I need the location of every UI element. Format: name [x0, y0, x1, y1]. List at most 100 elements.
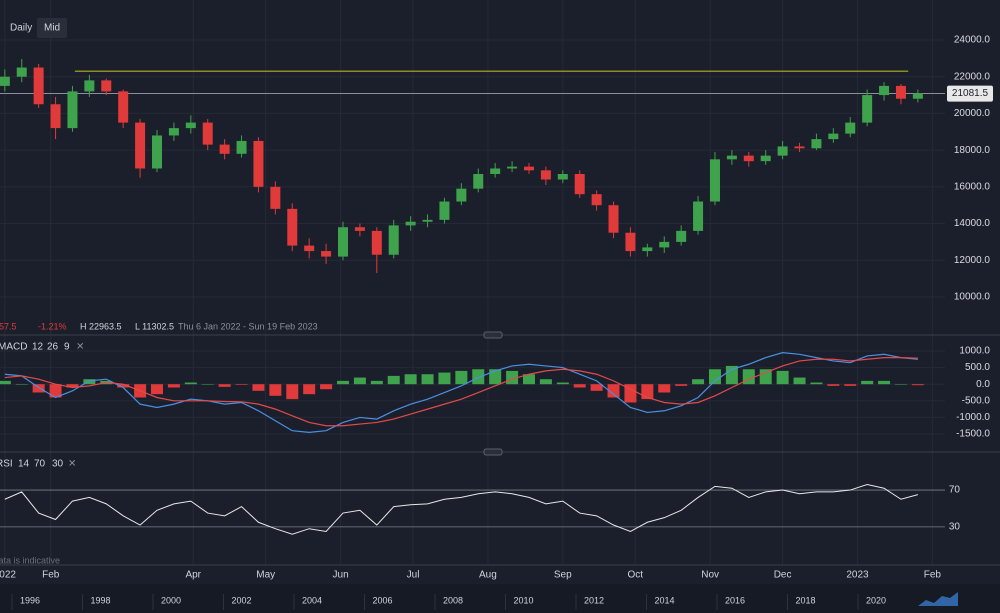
candle-body	[321, 251, 332, 257]
candle-body	[912, 93, 923, 99]
interval-button[interactable]: Daily	[10, 23, 32, 34]
candle-body	[473, 173, 484, 189]
price-type-bg[interactable]	[37, 18, 67, 38]
candle-body	[709, 159, 720, 202]
macd-histogram-bar	[590, 384, 603, 391]
close-icon[interactable]: ✕	[76, 342, 84, 353]
candle-body	[304, 245, 315, 252]
navigator-year: 2008	[443, 595, 463, 605]
macd-histogram-bar	[32, 384, 45, 393]
y-tick-label: 10000.0	[954, 292, 991, 303]
macd-histogram-bar	[252, 384, 265, 391]
candle-body	[118, 91, 129, 123]
candle-body	[591, 194, 602, 206]
resize-handle[interactable]	[483, 331, 503, 339]
candle-body	[557, 173, 568, 180]
candle-body	[135, 122, 146, 169]
candle-body	[287, 208, 298, 246]
resize-handle[interactable]	[483, 448, 503, 456]
macd-histogram-bar	[658, 384, 671, 393]
y-tick-label: -1000.0	[956, 412, 990, 423]
plot: 21081.5	[0, 59, 993, 535]
macd-histogram-bar	[556, 382, 569, 385]
candle-body	[879, 85, 890, 96]
candle-body	[185, 122, 196, 129]
macd-histogram-bar	[286, 384, 299, 400]
candle-body	[507, 166, 518, 169]
candle-body	[50, 104, 61, 129]
candle-body	[862, 95, 873, 123]
rsi-label: RSI	[0, 459, 13, 470]
navigator-year: 1996	[20, 595, 40, 605]
macd-histogram-bar	[522, 374, 535, 385]
signal-line	[4, 357, 918, 427]
macd-histogram-bar	[303, 384, 316, 395]
candle-body	[659, 241, 670, 248]
macd-param: 9	[64, 342, 70, 353]
x-tick-label: Feb	[924, 570, 942, 581]
navigator-year: 2014	[654, 595, 674, 605]
navigator-year: 1998	[90, 595, 110, 605]
y-tick-label: 22000.0	[954, 71, 991, 82]
macd-histogram-bar	[742, 369, 755, 385]
candle-body	[845, 122, 856, 134]
candle-body	[760, 155, 771, 162]
x-tick-label: Oct	[627, 570, 643, 581]
candle-body	[84, 80, 95, 92]
x-tick-label: May	[256, 570, 275, 581]
candle-body	[337, 227, 348, 257]
x-tick-label: Feb	[42, 570, 60, 581]
candle-body	[540, 170, 551, 180]
macd-histogram-bar	[776, 370, 789, 385]
close-icon[interactable]: ✕	[68, 459, 76, 470]
price-type-button[interactable]: Mid	[44, 23, 60, 34]
candle-body	[16, 67, 27, 77]
macd-histogram-bar	[421, 374, 434, 385]
candle-body	[625, 232, 636, 252]
macd-histogram-bar	[218, 384, 231, 387]
candle-body	[270, 186, 281, 209]
candle-body	[743, 155, 754, 162]
y-tick-label: 12000.0	[954, 255, 991, 266]
candle-body	[439, 201, 450, 220]
candle-body	[388, 225, 399, 255]
macd-histogram-bar	[353, 377, 366, 385]
candle-body	[405, 221, 416, 226]
navigator-window[interactable]	[918, 592, 958, 606]
macd-histogram-bar	[708, 369, 721, 385]
macd-histogram-bar	[83, 379, 96, 385]
macd-param: 12	[32, 342, 44, 353]
candle-body	[202, 122, 213, 145]
navigator-year: 2018	[795, 595, 815, 605]
candle-body	[33, 67, 44, 105]
y-tick-label: 0.0	[976, 379, 990, 390]
macd-histogram-bar	[438, 372, 451, 385]
y-tick-label: -500.0	[962, 395, 991, 406]
y-tick-label: 14000.0	[954, 218, 991, 229]
candle-body	[811, 139, 822, 149]
candle-body	[354, 227, 365, 231]
y-tick-label: 20000.0	[954, 108, 991, 119]
candle-body	[794, 146, 805, 149]
macd-histogram-bar	[506, 370, 519, 385]
macd-histogram-bar	[539, 379, 552, 385]
candle-body	[67, 91, 78, 129]
macd-histogram-bar	[827, 384, 840, 386]
date-range: Thu 6 Jan 2022 - Sun 19 Feb 2023	[178, 321, 318, 331]
candle-body	[490, 168, 501, 174]
rsi-param: 70	[34, 459, 46, 470]
x-tick-label: Jun	[333, 570, 349, 581]
navigator-year: 2004	[302, 595, 322, 605]
macd-histogram-bar	[49, 384, 62, 398]
candle-body	[152, 135, 163, 169]
candle-body	[726, 155, 737, 160]
x-tick-label: Dec	[774, 570, 792, 581]
navigator[interactable]	[0, 584, 1000, 613]
macd-histogram-bar	[404, 374, 417, 385]
macd-histogram-bar	[370, 380, 383, 385]
candle-body	[219, 144, 230, 154]
navigator-year: 2016	[725, 595, 745, 605]
disclaimer: Data is indicative	[0, 555, 60, 565]
y-tick-label: 24000.0	[954, 35, 991, 46]
